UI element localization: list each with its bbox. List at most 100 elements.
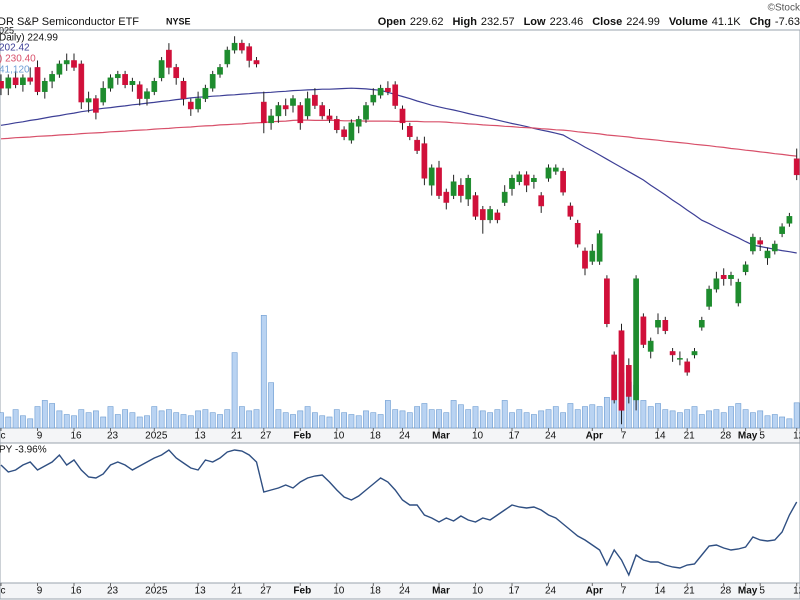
volume-bar (676, 412, 683, 429)
candle-body (545, 167, 552, 179)
volume-bar (217, 414, 223, 429)
volume-bar (655, 403, 661, 429)
candle-body (589, 250, 596, 262)
candle-body (509, 178, 515, 189)
volume-bar (348, 414, 355, 429)
volume-bar (5, 416, 12, 429)
volume-bar (166, 409, 172, 429)
volume-bar (742, 409, 749, 429)
x-tick-label: c (1, 431, 6, 442)
volume-bar (56, 410, 63, 429)
volume-bar (326, 416, 333, 429)
candle-body (158, 60, 165, 79)
candle-body (151, 81, 158, 92)
quote-bar: Open 229.62 High 232.57 Low 223.46 Close 224.99… (378, 16, 800, 28)
volume-bar (720, 412, 727, 429)
volume-bar (27, 418, 34, 429)
volume-bar (333, 409, 340, 429)
volume-bar (275, 409, 282, 429)
volume-bar (662, 409, 669, 429)
volume-bar (136, 416, 143, 429)
x-tick-label: 27 (260, 586, 272, 597)
candle-body (217, 67, 223, 75)
candle-body (0, 81, 4, 89)
candle-body (735, 281, 742, 304)
candle-body (655, 320, 661, 328)
x-tick-label: 21 (684, 431, 696, 442)
legend-entry: 41,120 (0, 65, 30, 76)
x-tick-label: 10 (333, 431, 345, 442)
candle-body (275, 105, 282, 117)
volume-bar (377, 414, 384, 429)
volume-bar (414, 406, 420, 429)
volume-bar (574, 409, 581, 429)
x-tick-label: 12 (793, 431, 800, 442)
volume-bar (545, 409, 552, 429)
candle-body (458, 184, 464, 196)
x-tick-label: 24 (545, 586, 557, 597)
candle-body (355, 119, 362, 127)
volume-bar (735, 403, 742, 429)
volume-bar (158, 410, 165, 429)
volume-bar (224, 409, 231, 429)
candle-body (764, 250, 771, 259)
volume-bar (0, 412, 4, 429)
x-tick-label: 13 (195, 586, 207, 597)
candle-body (56, 63, 63, 75)
volume-bar (114, 414, 121, 429)
candle-body (63, 60, 70, 65)
moving-average (0, 119, 797, 157)
candle-body (567, 205, 574, 217)
x-tick-label: 10 (472, 586, 484, 597)
quote-value: 223.46 (550, 16, 584, 28)
candle-body (122, 74, 128, 85)
candle-body (49, 74, 55, 82)
quote-label: High (452, 16, 477, 28)
volume-bar (793, 402, 800, 429)
candle-body (129, 81, 136, 85)
candle-body (27, 77, 34, 82)
legend-entry: ) 230.40 (0, 54, 36, 65)
x-tick-label: 9 (37, 586, 43, 597)
candle-body (246, 46, 253, 61)
candle-body (640, 316, 647, 345)
x-tick-label: 18 (370, 431, 382, 442)
candle-body (71, 60, 77, 68)
x-tick-label: May (738, 431, 758, 442)
candle-body (531, 178, 537, 182)
date-axis-band (0, 582, 800, 600)
candle-body (494, 212, 501, 221)
rs-layer: PY -3.96% (0, 445, 798, 577)
candle-body (757, 240, 764, 245)
candle-body (297, 105, 304, 124)
volume-bar (567, 403, 574, 429)
volume-bar (34, 406, 41, 429)
volume-bar (691, 406, 698, 429)
candle-body (742, 264, 749, 273)
volume-bar (297, 410, 304, 429)
volume-bar (41, 400, 48, 429)
volume-bar (311, 412, 318, 429)
x-tick-label: Apr (586, 586, 603, 597)
candle-body (363, 105, 369, 120)
volume-bar (706, 410, 712, 429)
volume-bar (465, 409, 472, 429)
x-tick-label: 17 (508, 586, 520, 597)
volume-bar (282, 412, 289, 429)
volume-bar (757, 410, 764, 429)
volume-bar (523, 412, 530, 429)
volume-bar (538, 410, 545, 429)
volume-bar (479, 410, 486, 429)
volume-bar (384, 400, 391, 429)
volume-bar (771, 414, 778, 429)
chart-title: DR S&P Semiconductor ETF (0, 16, 139, 28)
volume-bar (392, 409, 399, 429)
candle-body (319, 105, 326, 117)
candle-body (392, 84, 399, 106)
x-tick-label: c (1, 586, 6, 597)
candle-body (41, 81, 48, 92)
x-tick-label: 9 (37, 431, 43, 442)
volume-bar (589, 404, 596, 429)
candles (0, 36, 800, 425)
